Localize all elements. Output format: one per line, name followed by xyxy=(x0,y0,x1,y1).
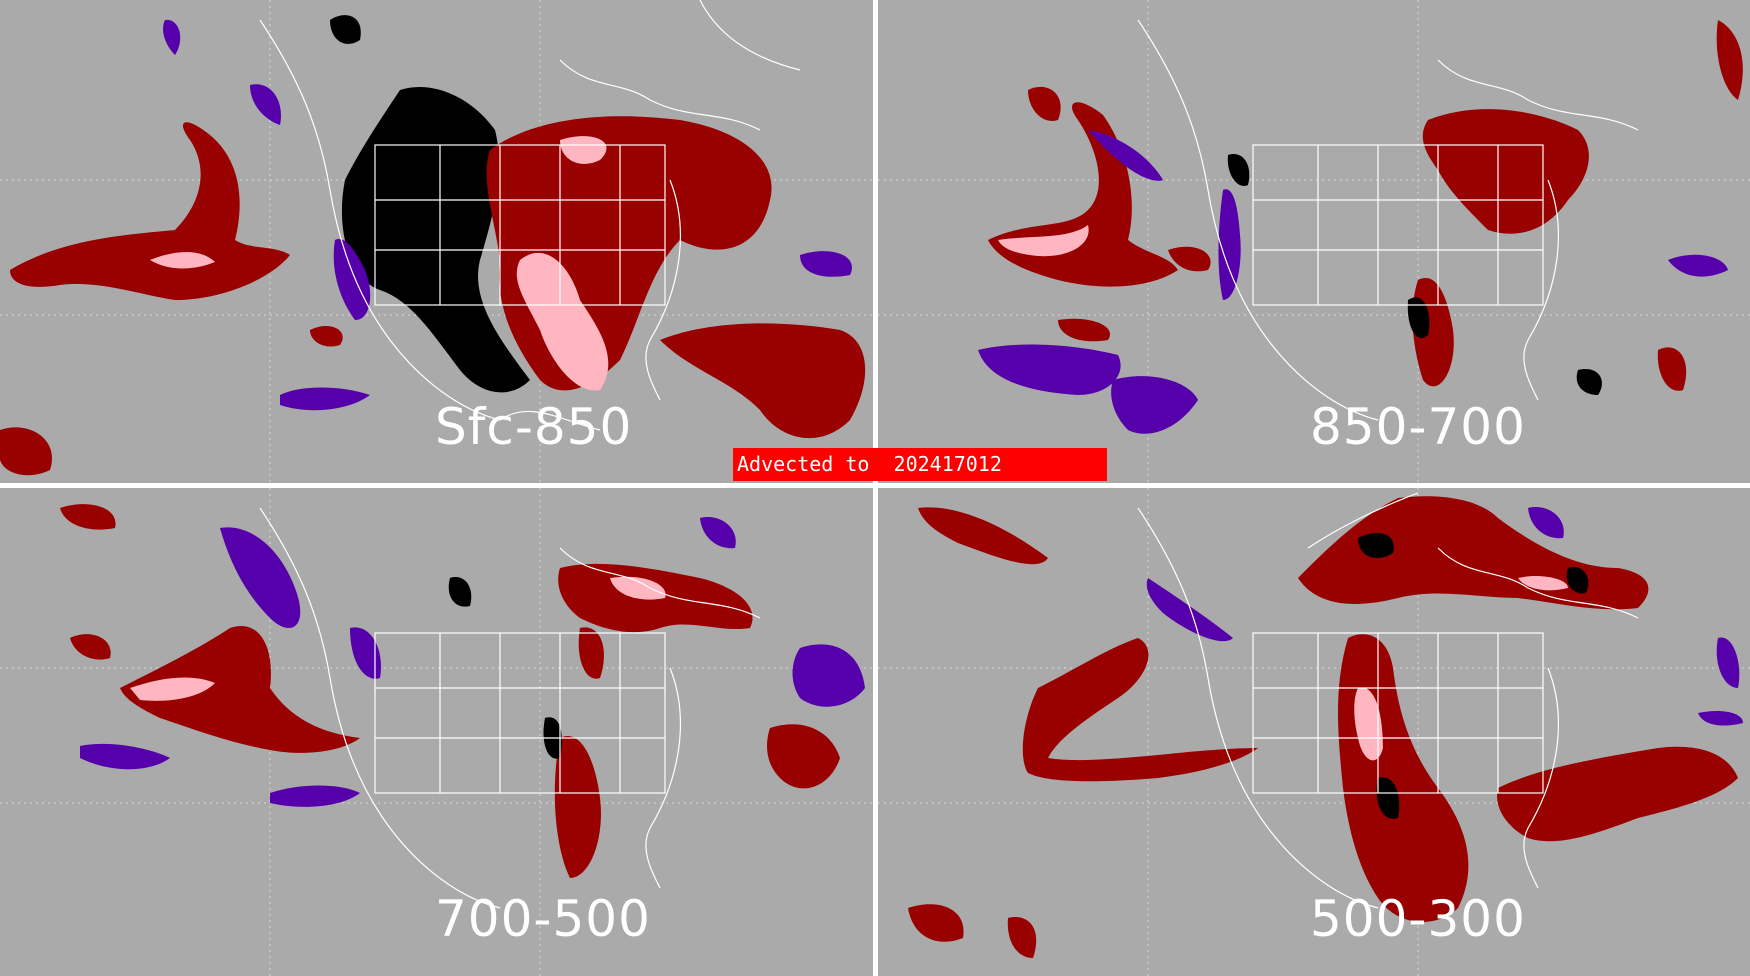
moisture-plume-pacific xyxy=(988,102,1178,287)
panel-700-500: 700-500 xyxy=(0,488,873,976)
moisture-gulf xyxy=(1338,634,1469,922)
layer-label-500-300: 500-300 xyxy=(1310,890,1526,948)
panel-sfc-850: Sfc-850 xyxy=(0,0,873,483)
layer-label-700-500: 700-500 xyxy=(435,890,651,948)
panel-500-300: 500-300 xyxy=(878,488,1750,976)
moisture-plume-pacific xyxy=(120,626,360,753)
dry-region-west xyxy=(341,86,530,393)
moisture-plume-pacific xyxy=(10,122,290,301)
map-700-500 xyxy=(0,488,873,976)
vertical-divider xyxy=(873,0,878,976)
advected-to-banner: Advected to 202417012 xyxy=(733,448,1107,481)
horizontal-divider xyxy=(0,483,1750,488)
moisture-northeast xyxy=(1298,496,1649,610)
moisture-northeast xyxy=(1422,109,1589,234)
layer-label-850-700: 850-700 xyxy=(1310,398,1526,456)
map-850-700 xyxy=(878,0,1750,483)
layer-label-sfc-850: Sfc-850 xyxy=(435,398,633,456)
map-500-300 xyxy=(878,488,1750,976)
panel-850-700: 850-700 xyxy=(878,0,1750,483)
map-sfc-850 xyxy=(0,0,873,483)
moisture-plume-pacific xyxy=(1022,638,1258,782)
